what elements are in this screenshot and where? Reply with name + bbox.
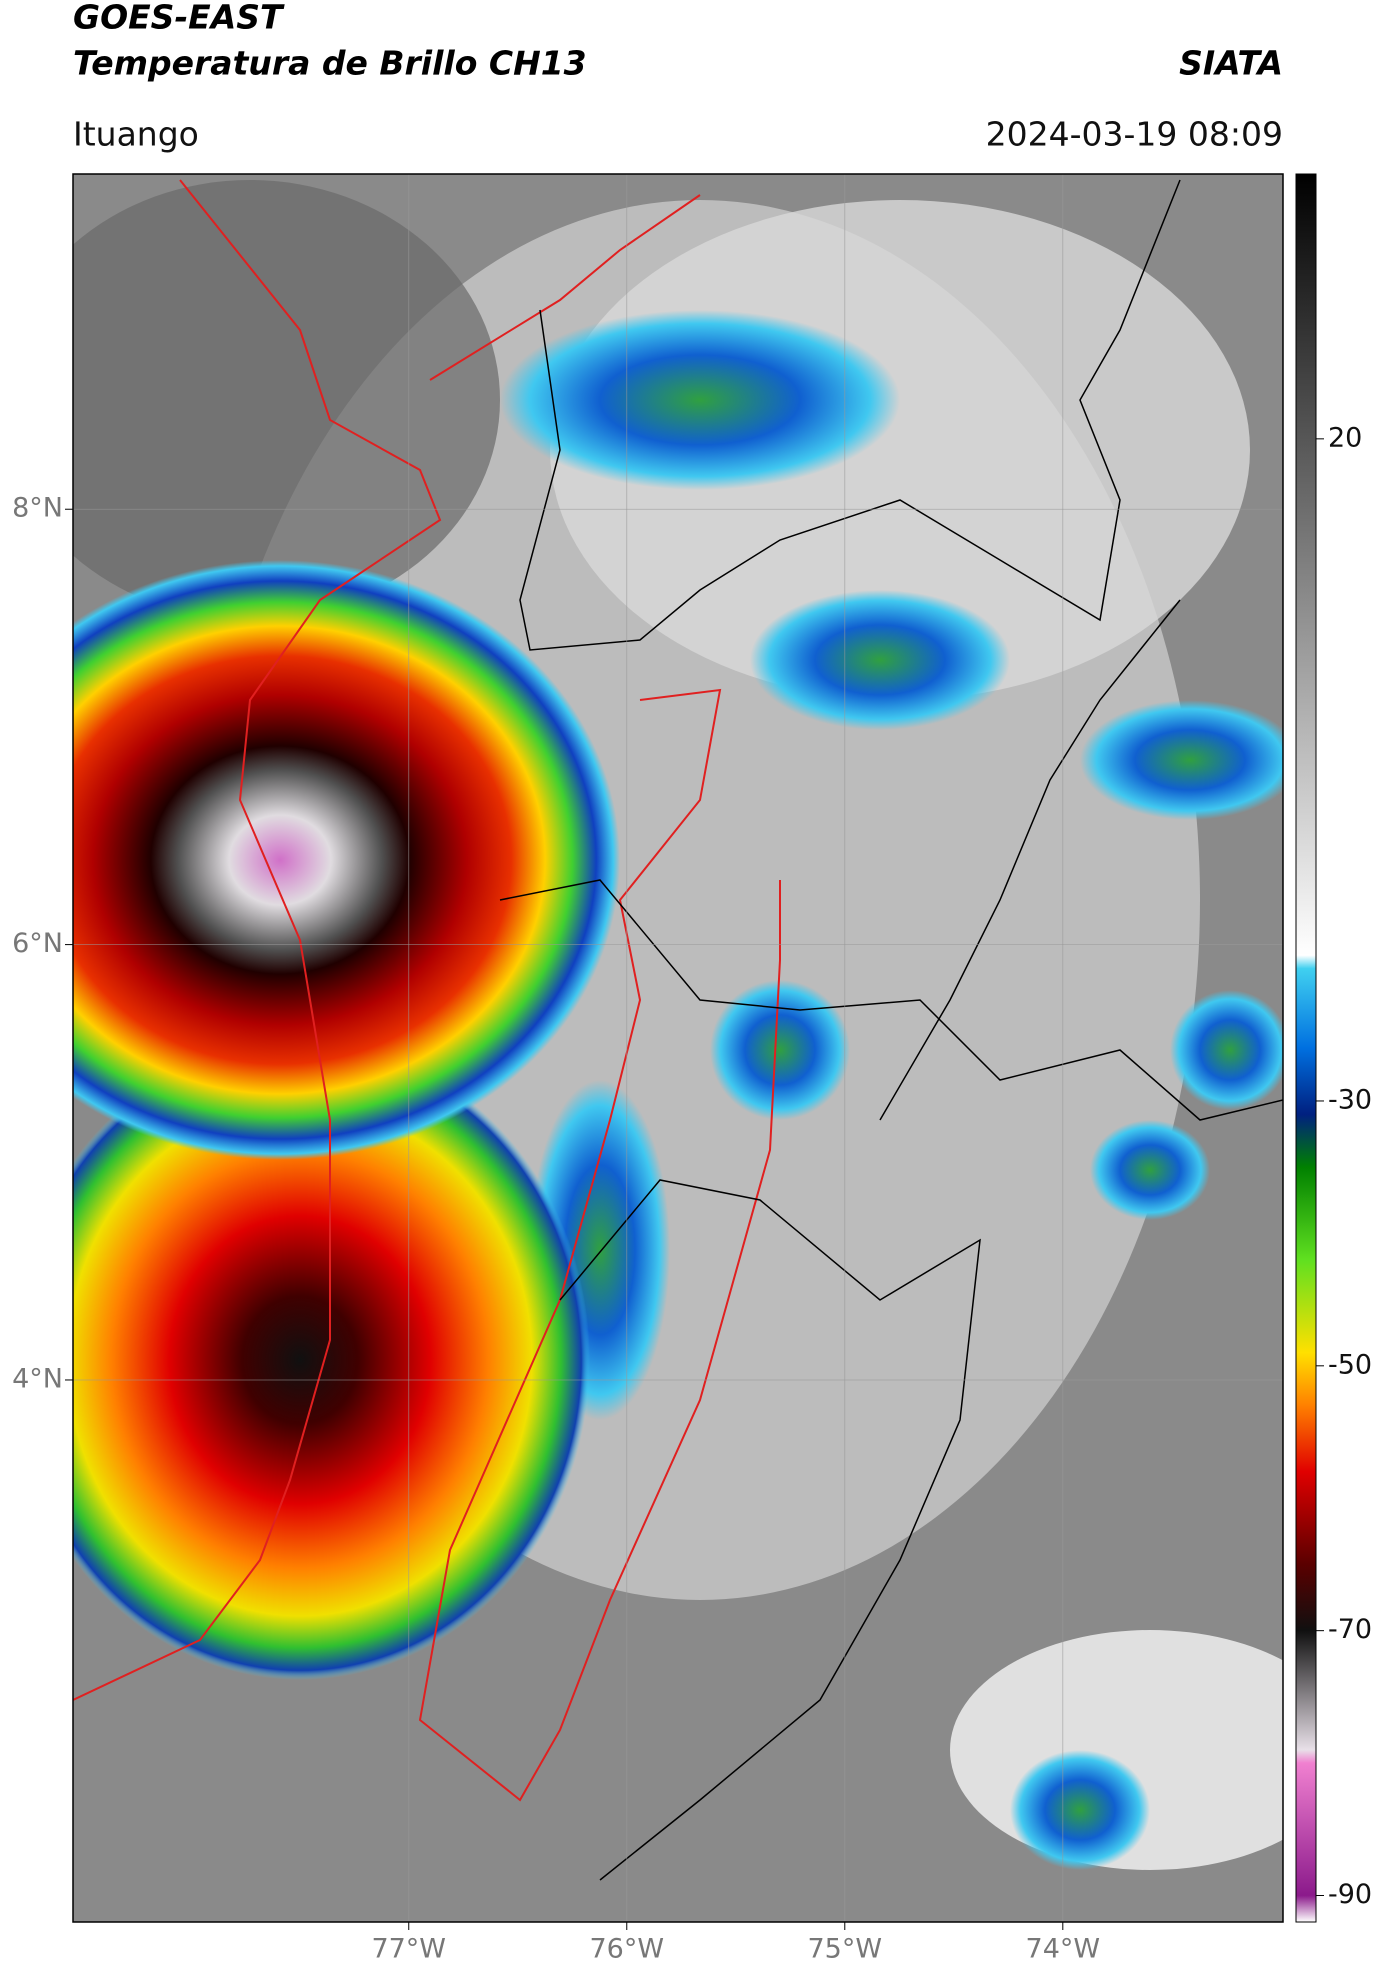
map-frame bbox=[72, 173, 1284, 1923]
x-tick-label: 75°W bbox=[808, 1934, 883, 1965]
x-tick-label: 77°W bbox=[371, 1934, 446, 1965]
colorbar bbox=[1295, 173, 1317, 1923]
y-tick-label: 8°N bbox=[12, 493, 63, 524]
y-tick-label: 6°N bbox=[12, 928, 63, 959]
colorbar-tick-label: 20 bbox=[1328, 422, 1362, 453]
source: SIATA bbox=[1179, 44, 1283, 83]
x-tick-label: 74°W bbox=[1026, 1934, 1101, 1965]
map-imagery bbox=[73, 174, 1283, 1922]
datetime: 2024-03-19 08:09 bbox=[986, 115, 1283, 154]
location: Ituango bbox=[73, 115, 199, 154]
y-tick-label: 4°N bbox=[12, 1363, 63, 1394]
title: GOES-EAST bbox=[73, 0, 285, 37]
colorbar-tick-label: -90 bbox=[1328, 1879, 1372, 1910]
x-tick-label: 76°W bbox=[589, 1934, 664, 1965]
colorbar-tick-label: -50 bbox=[1328, 1349, 1372, 1380]
colorbar-tick-label: -30 bbox=[1328, 1084, 1372, 1115]
colorbar-tick-label: -70 bbox=[1328, 1614, 1372, 1645]
subtitle: Temperatura de Brillo CH13 bbox=[73, 44, 587, 83]
